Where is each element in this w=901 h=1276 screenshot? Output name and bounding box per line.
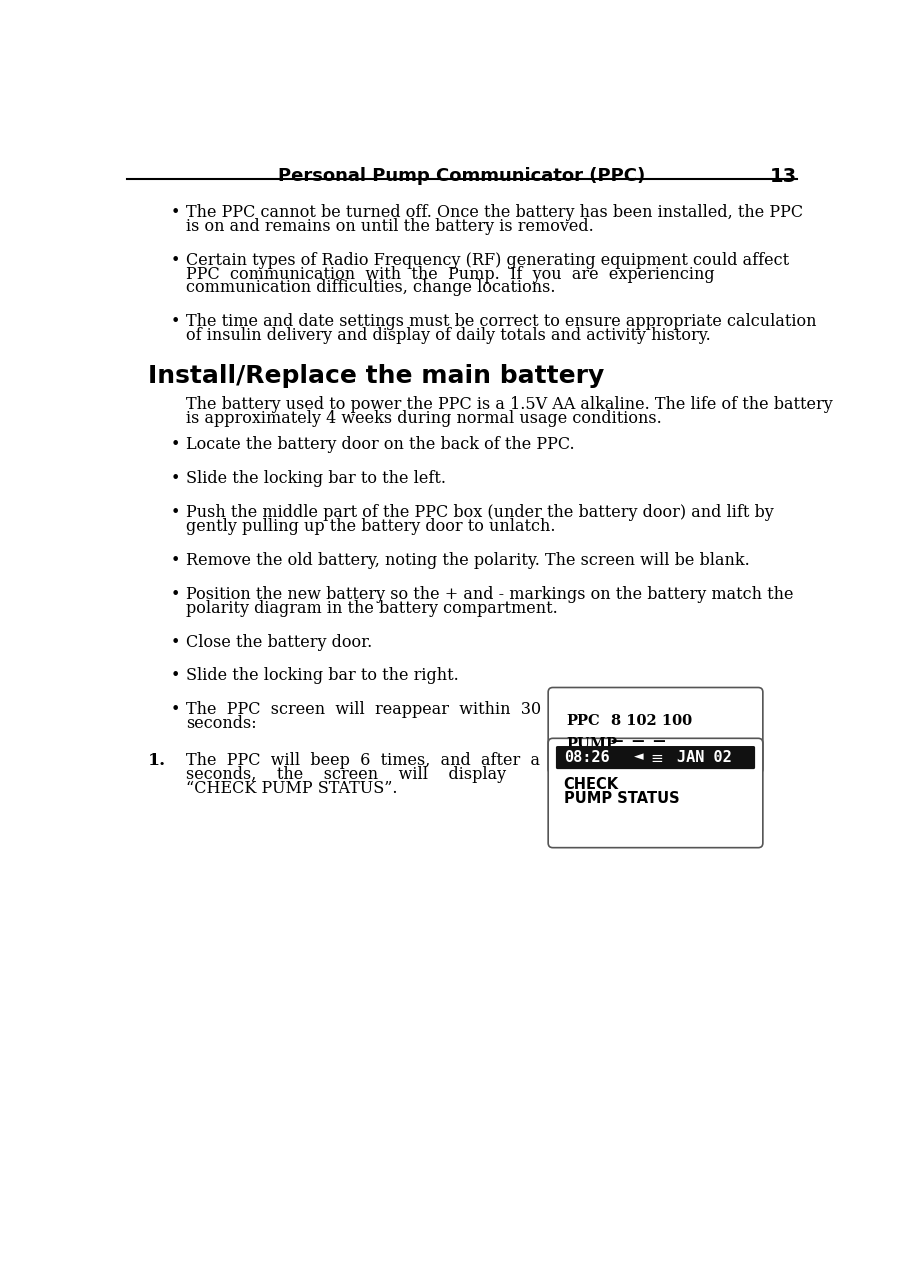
Text: Position the new battery so the + and - markings on the battery match the: Position the new battery so the + and - … (187, 586, 794, 602)
Text: •: • (171, 553, 180, 569)
Text: CHECK: CHECK (564, 777, 619, 792)
Text: ≡: ≡ (651, 750, 663, 766)
Text: seconds:: seconds: (187, 716, 257, 732)
FancyBboxPatch shape (548, 688, 763, 773)
Text: Certain types of Radio Frequency (RF) generating equipment could affect: Certain types of Radio Frequency (RF) ge… (187, 251, 789, 269)
Text: •: • (171, 314, 180, 330)
Text: Install/Replace the main battery: Install/Replace the main battery (148, 364, 604, 388)
Text: •: • (171, 667, 180, 684)
Text: The  PPC  screen  will  reappear  within  30: The PPC screen will reappear within 30 (187, 702, 542, 718)
Text: communication difficulties, change locations.: communication difficulties, change locat… (187, 279, 556, 296)
Text: ◄: ◄ (634, 750, 644, 763)
FancyBboxPatch shape (556, 746, 755, 769)
Text: JAN 02: JAN 02 (677, 750, 732, 764)
Text: •: • (171, 471, 180, 487)
FancyBboxPatch shape (548, 739, 763, 847)
Text: Slide the locking bar to the left.: Slide the locking bar to the left. (187, 471, 446, 487)
Text: “CHECK PUMP STATUS”.: “CHECK PUMP STATUS”. (187, 780, 397, 798)
Text: 08:26: 08:26 (564, 750, 609, 764)
Text: 8 102 100: 8 102 100 (611, 713, 692, 727)
Text: Remove the old battery, noting the polarity. The screen will be blank.: Remove the old battery, noting the polar… (187, 553, 750, 569)
Text: •: • (171, 634, 180, 651)
Text: polarity diagram in the battery compartment.: polarity diagram in the battery compartm… (187, 600, 558, 616)
Text: of insulin delivery and display of daily totals and activity history.: of insulin delivery and display of daily… (187, 327, 711, 345)
Text: is approximately 4 weeks during normal usage conditions.: is approximately 4 weeks during normal u… (187, 411, 662, 427)
Text: The PPC cannot be turned off. Once the battery has been installed, the PPC: The PPC cannot be turned off. Once the b… (187, 204, 804, 221)
Text: •: • (171, 436, 180, 453)
Text: 13: 13 (769, 167, 796, 186)
Text: gently pulling up the battery door to unlatch.: gently pulling up the battery door to un… (187, 518, 556, 535)
Text: Push the middle part of the PPC box (under the battery door) and lift by: Push the middle part of the PPC box (und… (187, 504, 774, 521)
Text: PUMP: PUMP (567, 736, 618, 750)
Text: is on and remains on until the battery is removed.: is on and remains on until the battery i… (187, 218, 594, 235)
Text: Close the battery door.: Close the battery door. (187, 634, 372, 651)
Text: —  —  —: — — — (611, 735, 666, 748)
Text: •: • (171, 702, 180, 718)
Text: seconds,    the    screen    will    display: seconds, the screen will display (187, 766, 506, 783)
Text: The  PPC  will  beep  6  times,  and  after  a  few: The PPC will beep 6 times, and after a f… (187, 752, 579, 769)
Text: PPC: PPC (567, 713, 600, 727)
Text: Personal Pump Communicator (PPC): Personal Pump Communicator (PPC) (278, 167, 645, 185)
Text: •: • (171, 251, 180, 269)
Text: Locate the battery door on the back of the PPC.: Locate the battery door on the back of t… (187, 436, 575, 453)
Text: PUMP STATUS: PUMP STATUS (564, 791, 679, 806)
Text: •: • (171, 586, 180, 602)
Text: 1.: 1. (148, 752, 166, 769)
Text: The time and date settings must be correct to ensure appropriate calculation: The time and date settings must be corre… (187, 314, 816, 330)
Text: •: • (171, 504, 180, 521)
Text: The battery used to power the PPC is a 1.5V AA alkaline. The life of the battery: The battery used to power the PPC is a 1… (187, 397, 833, 413)
Text: •: • (171, 204, 180, 221)
Text: PPC  communication  with  the  Pump.  If  you  are  experiencing: PPC communication with the Pump. If you … (187, 265, 714, 282)
Text: Slide the locking bar to the right.: Slide the locking bar to the right. (187, 667, 459, 684)
